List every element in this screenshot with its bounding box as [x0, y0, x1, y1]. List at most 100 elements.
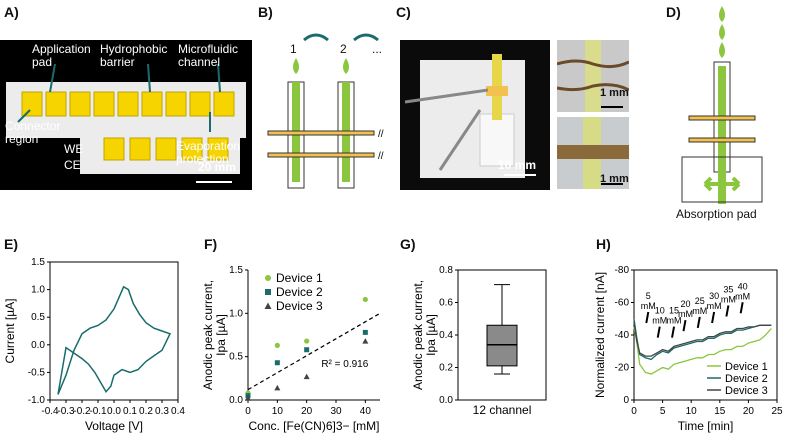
bottom-strip-pads [103, 137, 229, 161]
legend-marker-device-3 [264, 302, 272, 309]
arrow [696, 316, 701, 329]
concentration-annotation: 30 [709, 291, 719, 301]
y-tick-label: -0.5 [28, 367, 46, 378]
arrow [711, 311, 716, 324]
x-tick-label: 0 [245, 406, 251, 417]
y-tick-label: 1.5 [229, 265, 243, 276]
x-tick-label: 40 [360, 406, 372, 417]
y-tick-label: 1.0 [229, 308, 243, 319]
y-tick-label: -1.0 [28, 395, 46, 406]
panel-label-g: G) [400, 236, 416, 252]
x-tick-label: 0.4 [171, 406, 185, 417]
concentration-annotation-unit: mM [692, 306, 707, 316]
drop-icon [293, 58, 299, 74]
y-tick-label: -40 [615, 330, 630, 341]
series-line [633, 321, 772, 357]
panel-label-c: C) [396, 4, 411, 20]
chart-g: 0.0 0.2 0.4 0.6 0.8 12 channel Anodic peak cur… [411, 265, 547, 417]
x-tick-label: 5 [660, 406, 666, 417]
panel-label-d: D) [666, 4, 681, 20]
x-tick-label: -0.4 [41, 406, 59, 417]
panel-label-a: A) [4, 4, 19, 20]
x-tick-label: 0.0 [107, 406, 121, 417]
legend-label: Device 1 [725, 361, 768, 373]
panel-label-e: E) [4, 236, 18, 252]
x-tick-label: 0.1 [123, 406, 137, 417]
scale-bar-c: 10 mm [498, 158, 537, 172]
legend-label: Device 2 [276, 285, 323, 299]
y-tick-label: 0.5 [31, 312, 45, 323]
panel-b-diagram: // // [267, 33, 384, 189]
concentration-annotation-unit: mM [678, 309, 693, 319]
arrow [656, 326, 661, 338]
concentration-annotation: 15 [669, 306, 679, 316]
legend-label: Device 3 [725, 385, 768, 397]
concentration-annotation-unit: mM [641, 301, 656, 311]
series-line [633, 318, 772, 361]
r2-label: R² = 0.916 [321, 359, 368, 370]
concentration-annotation-unit: mM [667, 316, 682, 326]
x-tick-label: -0.3 [57, 406, 75, 417]
point-device-1 [362, 296, 368, 303]
box-iqr [486, 324, 518, 367]
legend-marker-device-2 [265, 289, 271, 295]
legend-label: Device 3 [276, 299, 323, 313]
concentration-annotation: 10 [655, 306, 665, 316]
label-evaporation-protection: Evaporation protection [176, 139, 241, 166]
y-tick-label: 0.2 [439, 363, 453, 374]
concentration-annotation: 5 [646, 291, 651, 301]
arrow [671, 326, 676, 338]
y-axis-label: Current [µA] [3, 299, 17, 364]
point-device-3 [303, 373, 310, 380]
x-axis-label: Voltage [V] [85, 419, 143, 433]
y-tick-label: -20 [615, 363, 630, 374]
y-axis-label: Normalized current [nA] [593, 272, 607, 398]
y-tick-label: 0.5 [229, 352, 243, 363]
panel-label-b: B) [258, 4, 273, 20]
x-tick-label: 15 [714, 406, 726, 417]
concentration-annotation-unit: mM [735, 291, 750, 301]
chart-e: -0.4-0.3-0.2-0.1 0.0 0.1 0.2 0.3 0.41.51.00.5… [3, 257, 185, 433]
step-1: 1 [290, 42, 297, 56]
y-tick-label: 0.4 [439, 330, 453, 341]
point-device-2 [274, 360, 280, 366]
scale-bar-a: 20 mm [198, 160, 237, 174]
point-device-2 [362, 329, 368, 335]
y-axis-label-line2: Ipa [µA] [214, 314, 228, 356]
point-device-3 [274, 384, 281, 391]
x-tick-label: 0 [631, 406, 637, 417]
y-tick-label: -80 [615, 265, 630, 276]
arrow [682, 319, 687, 332]
series-line [633, 326, 772, 375]
concentration-annotation-unit: mM [652, 316, 667, 326]
x-axis-label: 12 channel [473, 403, 532, 417]
x-tick-label: 30 [330, 406, 342, 417]
plot-frame [49, 261, 179, 401]
y-axis-label-line2: Ipa [µA] [424, 314, 438, 356]
scale-bar-c-top: 1 mm [600, 87, 629, 99]
panel-c-micro-bottom [557, 117, 629, 189]
step-ellipsis: ... [372, 42, 383, 56]
label-hydrophobic-barrier: Hydrophobic barrier [100, 42, 168, 69]
drop-icon [719, 6, 725, 22]
label-application-pad: Application pad [32, 42, 91, 69]
top-strip-pads [21, 91, 235, 117]
panel-label-f: F) [204, 236, 218, 252]
drop-icon [343, 58, 349, 74]
x-tick-label: 20 [743, 406, 755, 417]
concentration-annotation-unit: mM [707, 301, 722, 311]
label-ce: CE [64, 158, 81, 172]
panel-c-photo [400, 40, 550, 190]
fit-line [247, 312, 381, 391]
panel-d-diagram [681, 6, 763, 204]
y-tick-label: -60 [615, 298, 630, 309]
arrow [725, 305, 730, 317]
arrow [739, 302, 744, 314]
legend-marker-device-1 [265, 275, 271, 281]
y-tick-label: 1.5 [31, 257, 45, 268]
y-tick-label: 0.6 [439, 298, 453, 309]
concentration-annotation-unit: mM [721, 295, 736, 305]
point-device-3 [362, 338, 369, 344]
